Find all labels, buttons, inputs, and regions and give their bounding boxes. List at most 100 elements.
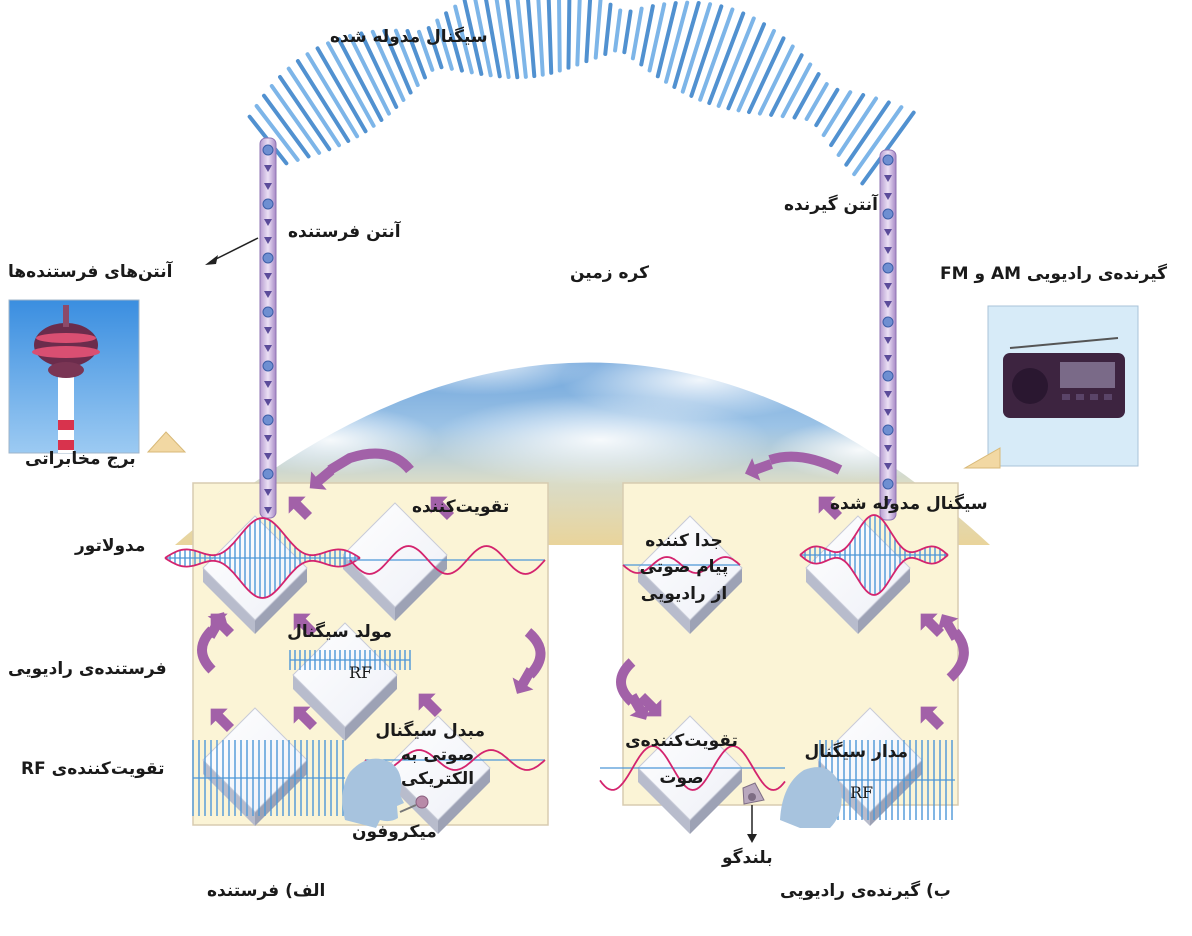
wave-ribbon-segment [707, 11, 746, 106]
wave-ribbon-segment [382, 28, 413, 95]
wave-ribbon-segment [286, 66, 341, 148]
label-earth: کره زمین [570, 263, 649, 283]
portable-radio-photo [987, 305, 1139, 467]
antenna-marker [264, 327, 272, 334]
wave-ribbon-segment [575, 0, 582, 67]
wave-ribbon-segment [484, 0, 502, 79]
antenna-marker [264, 273, 272, 280]
label-rf-amplifier: تقویت‌کننده‌ی RF [21, 759, 165, 779]
arrow-converter-to-rfgen [418, 693, 443, 718]
label-rf-circuit-line1: مدار سیگنال [804, 742, 909, 762]
label-microphone: میکروفون [352, 822, 437, 842]
wave-ribbon-segment [860, 110, 916, 186]
label-modulator: مدولاتور [75, 536, 146, 556]
wave-ribbon-segment [852, 105, 904, 177]
wave-ribbon-segment [622, 9, 633, 55]
antenna-marker [264, 507, 272, 514]
amplifier-cube [342, 502, 448, 621]
wave-ribbon-segment [593, 0, 603, 60]
antenna-marker [884, 301, 892, 308]
label-audio-converter-line3: الکتریکی [400, 768, 475, 789]
wave-ribbon-segment [473, 0, 493, 78]
label-modulated-signal-top: سیگنال مدوله شده [330, 27, 488, 47]
antenna-bead [262, 414, 274, 426]
label-speaker: بلندگو [722, 848, 773, 868]
speaker-icon [742, 782, 765, 843]
wave-ribbon-segment [546, 0, 554, 75]
arrow-to-amplifier [430, 496, 455, 521]
wave-ribbon-segment [347, 33, 391, 116]
listener-head-icon [342, 758, 404, 828]
wave-ribbon-segment [261, 93, 311, 159]
wave-ribbon-segment [757, 44, 795, 116]
wave-ribbon-segment [526, 0, 537, 79]
label-audio-amp: تقویت‌کننده‌ی صوت [624, 723, 739, 798]
wave-ribbon-segment [603, 2, 613, 56]
wave-ribbon-segment [655, 1, 678, 79]
wave-ribbon-segment [278, 74, 332, 152]
microphone-icon [399, 795, 429, 813]
wave-ribbon-segment [426, 26, 444, 70]
antenna-marker [884, 175, 892, 182]
arrow-rftx-curve-right-head [512, 667, 536, 694]
wave-ribbon-segment [680, 2, 713, 94]
modulation-envelope-tx-bottom [164, 557, 361, 599]
antenna-bead [262, 198, 274, 210]
antenna-bead [262, 360, 274, 372]
arrow-rfcircuit-up [920, 706, 945, 731]
antenna-marker [884, 445, 892, 452]
wave-ribbon-segment [672, 0, 701, 89]
wave-ribbon-segment [613, 8, 623, 53]
wave-ribbon-segment [584, 0, 593, 64]
antenna-marker [264, 399, 272, 406]
amplifier-audio-signal [349, 545, 546, 575]
wave-ribbon-segment [689, 4, 724, 98]
wave-ribbon-segment [836, 96, 879, 157]
label-am-fm-receiver: گیرنده‌ی رادیویی AM و FM [940, 264, 1168, 284]
arrow-rx-curve-right-head [937, 614, 961, 641]
wave-ribbon-segment [736, 28, 776, 113]
antenna-bead [262, 144, 274, 156]
modulated-carrier-rx [800, 515, 948, 595]
wave-ribbon-segment [792, 72, 821, 120]
wave-ribbon-segment [505, 0, 520, 80]
antenna-marker [264, 489, 272, 496]
antenna-bead [882, 478, 894, 490]
antenna-bead [882, 154, 894, 166]
modulation-envelope-rx-bottom [799, 554, 949, 596]
antenna-marker [264, 435, 272, 442]
label-audio-converter-line2: صوتی به [400, 744, 475, 765]
label-rf-circuit-rf: RF [850, 783, 874, 802]
antenna-marker [264, 219, 272, 226]
rx-antenna-mast [879, 149, 897, 521]
wave-ribbon-segment [716, 16, 756, 108]
antenna-marker [884, 229, 892, 236]
wave-ribbon-segment [453, 4, 474, 75]
label-amplifier: تقویت‌کننده [412, 497, 510, 517]
arrow-rfgen-to-modulator [293, 613, 318, 638]
arrow-rx-curve-left-head [627, 693, 651, 720]
wave-ribbon-segment [804, 82, 829, 121]
wave-ribbon-segment [494, 0, 511, 79]
label-radio-transmitter: فرستنده‌ی رادیویی [8, 659, 167, 679]
antenna-bead [882, 316, 894, 328]
label-rf-generator-line1: مولد سیگنال [287, 622, 392, 642]
modulated-wave-arc [247, 0, 916, 186]
wave-ribbon-segment [336, 37, 384, 122]
wave-ribbon-segment [747, 36, 786, 115]
antenna-marker [884, 409, 892, 416]
label-rf-generator: مولد سیگنال [287, 622, 392, 642]
antenna-marker [884, 283, 892, 290]
wave-ribbon-segment [647, 2, 667, 73]
wave-ribbon-segment [305, 52, 360, 139]
wave-ribbon-segment [462, 0, 484, 76]
wave-ribbon-segment [769, 53, 804, 117]
arrow-rx-top [818, 496, 843, 521]
antenna-marker [264, 183, 272, 190]
modulated-carrier-tx [165, 518, 360, 598]
wave-ribbon-segment [639, 4, 655, 67]
tx-antenna-mast [259, 137, 277, 519]
label-demodulator: جدا کننده پیام صوتی از رادیویی [624, 528, 744, 607]
modulated-signal-cube [805, 515, 911, 634]
